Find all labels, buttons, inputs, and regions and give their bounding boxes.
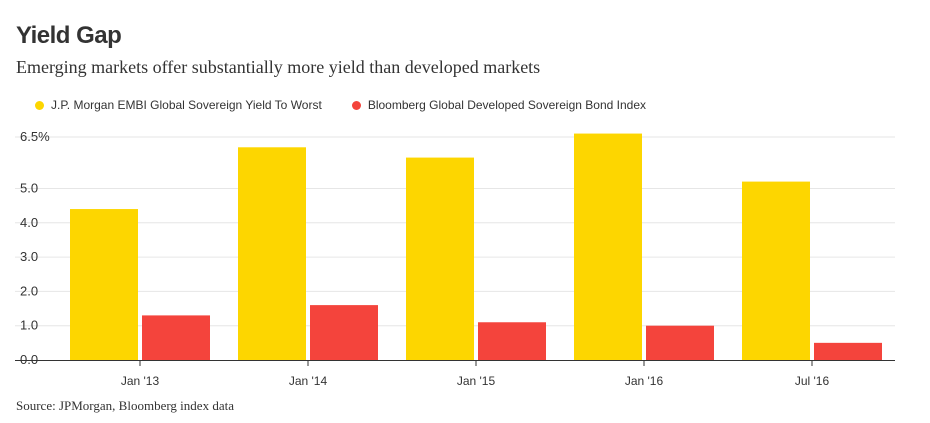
y-tick-label: 0.0 bbox=[20, 352, 38, 367]
bar-embi bbox=[574, 133, 642, 360]
source-note: Source: JPMorgan, Bloomberg index data bbox=[16, 398, 234, 413]
bar-embi bbox=[742, 181, 810, 360]
y-tick-label: 1.0 bbox=[20, 318, 38, 333]
bar-bloomberg bbox=[478, 322, 546, 360]
legend-item-embi: J.P. Morgan EMBI Global Sovereign Yield … bbox=[35, 98, 322, 112]
bar-bloomberg bbox=[646, 325, 714, 360]
bar-embi bbox=[70, 209, 138, 360]
chart-subtitle: Emerging markets offer substantially mor… bbox=[16, 57, 541, 77]
legend-item-bloomberg: Bloomberg Global Developed Sovereign Bon… bbox=[351, 98, 646, 112]
bar-bloomberg bbox=[814, 342, 882, 360]
bar-bloomberg bbox=[310, 305, 378, 360]
x-tick-label: Jan '13 bbox=[121, 374, 160, 388]
legend-label-bloomberg: Bloomberg Global Developed Sovereign Bon… bbox=[367, 98, 646, 112]
y-tick-label: 6.5% bbox=[20, 129, 50, 144]
y-tick-label: 3.0 bbox=[20, 249, 38, 264]
x-tick-label: Jan '15 bbox=[457, 374, 496, 388]
legend-swatch-bloomberg bbox=[351, 100, 361, 110]
y-tick-label: 2.0 bbox=[20, 283, 38, 298]
bar-embi bbox=[406, 157, 474, 360]
legend-swatch-embi bbox=[35, 100, 44, 110]
legend-label-embi: J.P. Morgan EMBI Global Sovereign Yield … bbox=[51, 98, 322, 112]
bar-embi bbox=[238, 147, 306, 360]
bar-bloomberg bbox=[142, 315, 210, 360]
chart-title: Yield Gap bbox=[16, 22, 122, 49]
y-tick-label: 4.0 bbox=[20, 215, 38, 230]
x-tick-label: Jan '16 bbox=[625, 374, 664, 388]
y-tick-label: 5.0 bbox=[20, 180, 38, 195]
x-tick-label: Jan '14 bbox=[289, 374, 328, 388]
legend: J.P. Morgan EMBI Global Sovereign Yield … bbox=[35, 98, 676, 112]
x-tick-label: Jul '16 bbox=[795, 374, 830, 388]
